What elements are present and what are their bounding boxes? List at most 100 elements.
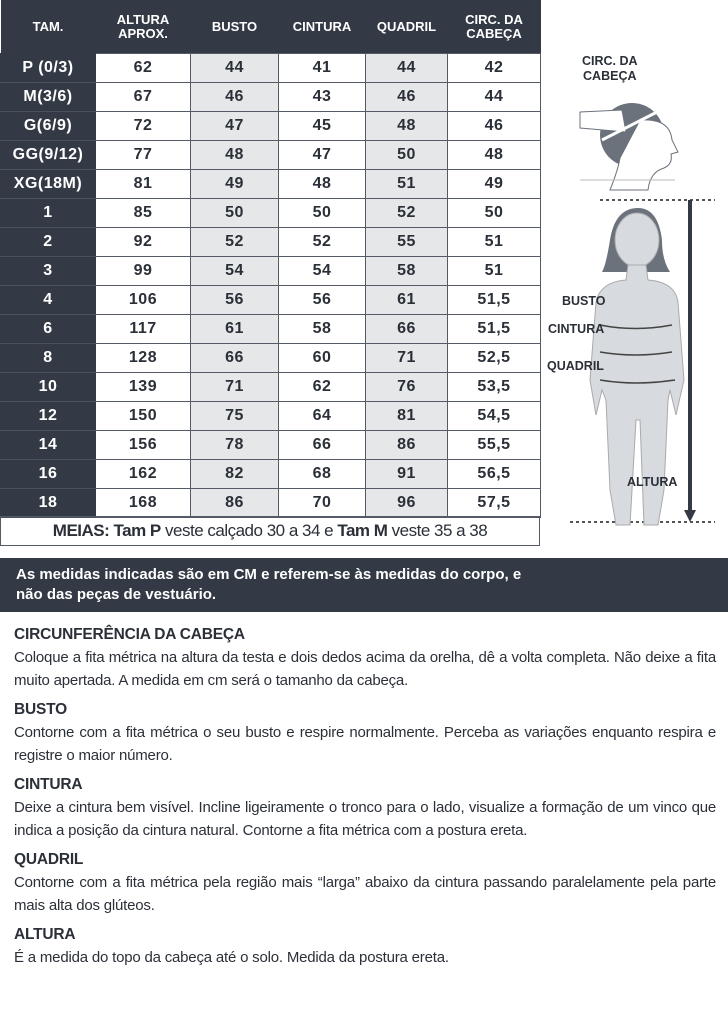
measure-cell: 49 <box>447 169 541 199</box>
measure-cell: 53,5 <box>447 372 541 402</box>
measure-cell: 51 <box>447 227 541 257</box>
measure-cell: 56 <box>278 285 366 315</box>
info-banner-line2: não das peças de vestuário. <box>16 586 217 603</box>
size-cell: M(3/6) <box>0 82 96 112</box>
measure-cell: 67 <box>95 82 191 112</box>
size-cell: 18 <box>0 488 96 518</box>
column-header: QUADRIL <box>365 0 448 54</box>
measure-cell: 162 <box>95 459 191 489</box>
measure-cell: 117 <box>95 314 191 344</box>
measure-cell: 51 <box>365 169 448 199</box>
size-cell: 12 <box>0 401 96 431</box>
measure-cell: 46 <box>365 82 448 112</box>
measure-cell: 54 <box>278 256 366 286</box>
table-row: GG(9/12) 77 48 47 50 48 <box>0 140 541 170</box>
head-label-line1: CIRC. DA <box>582 54 638 68</box>
table-row: 3 99 54 54 58 51 <box>0 256 541 286</box>
measure-cell: 66 <box>190 343 279 373</box>
info-banner-line1: As medidas indicadas são em CM e referem… <box>16 566 522 583</box>
size-cell: 6 <box>0 314 96 344</box>
measurement-figure: CIRC. DA CABEÇA BUSTO CINTURA QUADRIL AL… <box>540 40 728 540</box>
size-cell: 1 <box>0 198 96 228</box>
size-cell: 8 <box>0 343 96 373</box>
measure-cell: 46 <box>190 82 279 112</box>
measure-cell: 139 <box>95 372 191 402</box>
table-row: 18 168 86 70 96 57,5 <box>0 488 541 518</box>
socks-size-m-text: veste 35 a 38 <box>391 521 488 540</box>
measure-cell: 64 <box>278 401 366 431</box>
size-cell: 3 <box>0 256 96 286</box>
measure-cell: 54 <box>190 256 279 286</box>
instruction-title: CIRCUNFERÊNCIA DA CABEÇA <box>14 626 245 643</box>
info-banner: As medidas indicadas são em CM e referem… <box>0 558 728 612</box>
table-row: 14 156 78 66 86 55,5 <box>0 430 541 460</box>
measure-cell: 57,5 <box>447 488 541 518</box>
head-label: CIRC. DA CABEÇA <box>582 54 638 84</box>
measure-cell: 77 <box>95 140 191 170</box>
measure-cell: 128 <box>95 343 191 373</box>
measure-cell: 91 <box>365 459 448 489</box>
table-row: 8 128 66 60 71 52,5 <box>0 343 541 373</box>
table-row: 1 85 50 50 52 50 <box>0 198 541 228</box>
table-row: M(3/6) 67 46 43 46 44 <box>0 82 541 112</box>
head-measure-icon <box>579 103 679 191</box>
measure-cell: 43 <box>278 82 366 112</box>
measure-cell: 51,5 <box>447 285 541 315</box>
socks-size-m: Tam M <box>337 521 388 540</box>
waist-label: CINTURA <box>548 322 605 336</box>
measure-cell: 92 <box>95 227 191 257</box>
head-label-line2: CABEÇA <box>583 69 637 83</box>
measure-cell: 48 <box>365 111 448 141</box>
measure-cell: 99 <box>95 256 191 286</box>
measure-cell: 54,5 <box>447 401 541 431</box>
measure-cell: 44 <box>190 53 279 83</box>
measure-cell: 168 <box>95 488 191 518</box>
measure-cell: 71 <box>365 343 448 373</box>
instruction-text: Deixe a cintura bem visível. Incline lig… <box>14 799 716 839</box>
measure-cell: 66 <box>365 314 448 344</box>
column-header: CIRC. DA CABEÇA <box>447 0 541 54</box>
measure-cell: 48 <box>190 140 279 170</box>
measure-cell: 50 <box>447 198 541 228</box>
size-cell: 4 <box>0 285 96 315</box>
instruction-title: BUSTO <box>14 701 67 718</box>
measure-cell: 85 <box>95 198 191 228</box>
measure-cell: 71 <box>190 372 279 402</box>
table-row: 10 139 71 62 76 53,5 <box>0 372 541 402</box>
measure-cell: 42 <box>447 53 541 83</box>
measure-cell: 51,5 <box>447 314 541 344</box>
table-row: 6 117 61 58 66 51,5 <box>0 314 541 344</box>
measure-cell: 62 <box>278 372 366 402</box>
measure-cell: 48 <box>278 169 366 199</box>
measure-cell: 156 <box>95 430 191 460</box>
measure-cell: 150 <box>95 401 191 431</box>
measure-cell: 48 <box>447 140 541 170</box>
size-table: TAM. ALTURA APROX. BUSTO CINTURA QUADRIL CIRC… <box>0 0 541 518</box>
measure-cell: 58 <box>278 314 366 344</box>
measure-cell: 52 <box>365 198 448 228</box>
measure-cell: 47 <box>190 111 279 141</box>
table-row: 4 106 56 56 61 51,5 <box>0 285 541 315</box>
column-header: ALTURA APROX. <box>95 0 191 54</box>
table-row: XG(18M) 81 49 48 51 49 <box>0 169 541 199</box>
hip-label: QUADRIL <box>547 359 604 373</box>
measure-cell: 50 <box>190 198 279 228</box>
size-cell: 16 <box>0 459 96 489</box>
measure-cell: 81 <box>365 401 448 431</box>
measure-cell: 47 <box>278 140 366 170</box>
height-label: ALTURA <box>627 475 678 489</box>
measure-cell: 52 <box>190 227 279 257</box>
measure-cell: 50 <box>278 198 366 228</box>
instruction-text: Coloque a fita métrica na altura da test… <box>14 649 716 689</box>
size-cell: P (0/3) <box>0 53 96 83</box>
measure-cell: 61 <box>365 285 448 315</box>
bust-label: BUSTO <box>562 294 606 308</box>
measure-cell: 46 <box>447 111 541 141</box>
measure-cell: 70 <box>278 488 366 518</box>
size-cell: GG(9/12) <box>0 140 96 170</box>
table-row: 16 162 82 68 91 56,5 <box>0 459 541 489</box>
measure-cell: 78 <box>190 430 279 460</box>
table-row: 2 92 52 52 55 51 <box>0 227 541 257</box>
measure-cell: 86 <box>190 488 279 518</box>
instruction-text: Contorne com a fita métrica pela região … <box>14 874 716 914</box>
